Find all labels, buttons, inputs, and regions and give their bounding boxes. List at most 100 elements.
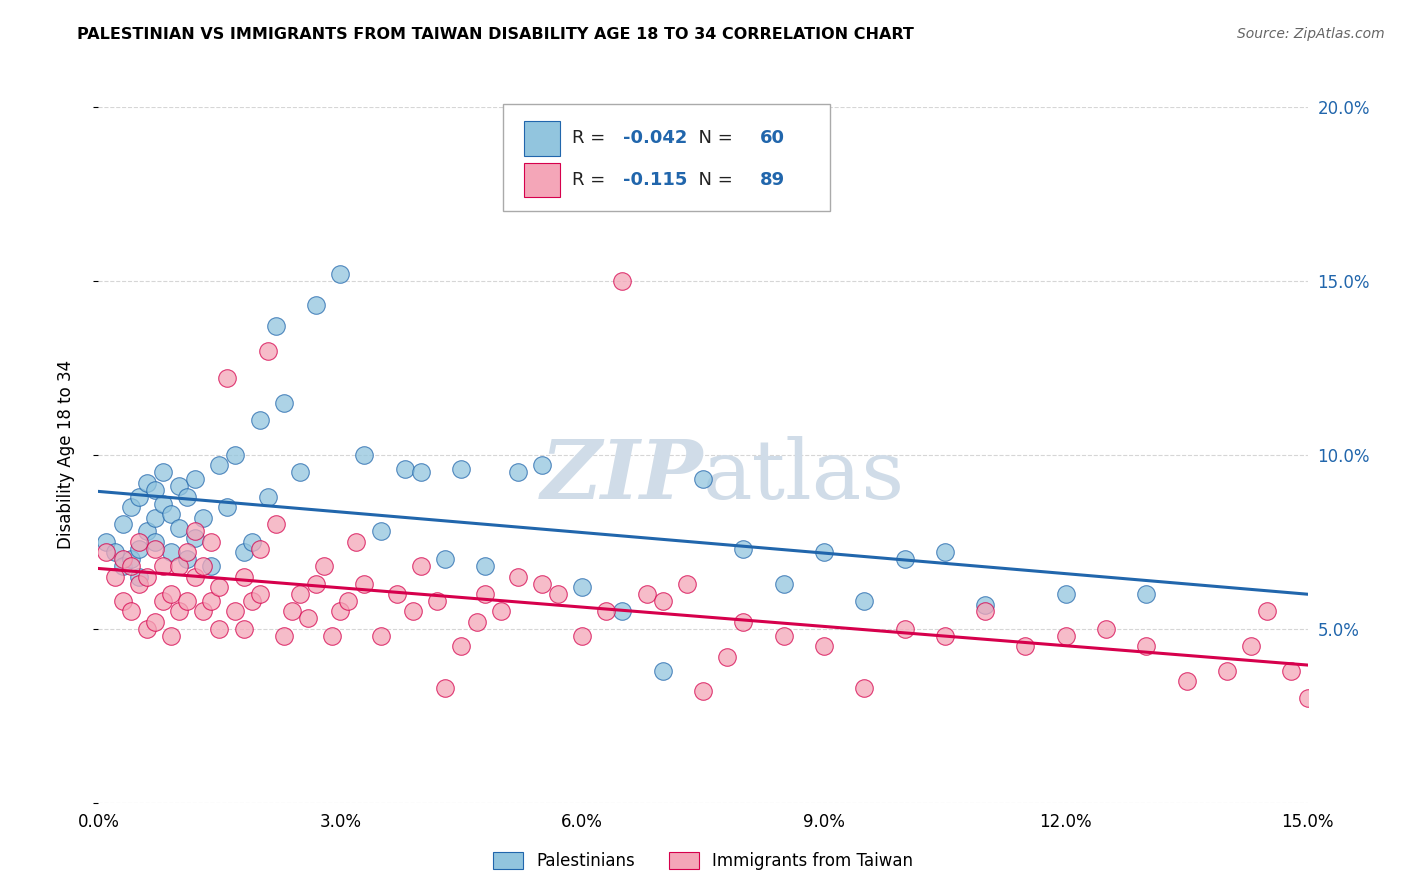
- Point: [152, 466, 174, 480]
- Point: [240, 534, 263, 549]
- Text: Source: ZipAtlas.com: Source: ZipAtlas.com: [1237, 27, 1385, 41]
- Point: [224, 448, 246, 462]
- Point: [240, 594, 263, 608]
- Point: [1095, 622, 1118, 636]
- Point: [934, 545, 956, 559]
- Point: [1175, 674, 1198, 689]
- Point: [344, 534, 367, 549]
- Point: [530, 576, 553, 591]
- Point: [1329, 708, 1351, 723]
- Point: [167, 479, 190, 493]
- Point: [305, 576, 328, 591]
- Point: [135, 475, 157, 490]
- Point: [208, 580, 231, 594]
- Point: [651, 594, 673, 608]
- Point: [273, 395, 295, 409]
- Point: [385, 587, 408, 601]
- Point: [217, 500, 239, 514]
- Point: [474, 587, 496, 601]
- Point: [167, 521, 190, 535]
- Text: 89: 89: [759, 171, 785, 189]
- Point: [135, 622, 157, 636]
- Point: [450, 639, 472, 653]
- Point: [160, 507, 183, 521]
- Point: [232, 570, 254, 584]
- Point: [128, 576, 150, 591]
- Point: [111, 552, 134, 566]
- Point: [103, 570, 125, 584]
- Point: [152, 497, 174, 511]
- Point: [208, 458, 231, 473]
- Point: [152, 594, 174, 608]
- Point: [120, 552, 142, 566]
- Text: N =: N =: [688, 171, 738, 189]
- Point: [176, 545, 198, 559]
- Point: [974, 605, 997, 619]
- Text: -0.115: -0.115: [623, 171, 688, 189]
- Point: [264, 319, 287, 334]
- Point: [651, 664, 673, 678]
- Text: ZIP: ZIP: [540, 436, 703, 516]
- Point: [1256, 605, 1278, 619]
- Text: R =: R =: [572, 129, 612, 147]
- Point: [353, 448, 375, 462]
- Point: [491, 605, 513, 619]
- Point: [273, 629, 295, 643]
- Point: [256, 490, 278, 504]
- Point: [1135, 639, 1157, 653]
- Point: [692, 684, 714, 698]
- Point: [193, 559, 215, 574]
- Point: [934, 629, 956, 643]
- Point: [193, 605, 215, 619]
- Point: [103, 545, 125, 559]
- Point: [96, 545, 118, 559]
- Point: [135, 570, 157, 584]
- Point: [1216, 664, 1239, 678]
- Point: [143, 534, 166, 549]
- Point: [184, 570, 207, 584]
- FancyBboxPatch shape: [524, 121, 561, 156]
- Point: [530, 458, 553, 473]
- Point: [111, 517, 134, 532]
- Point: [772, 629, 794, 643]
- Point: [217, 371, 239, 385]
- Point: [394, 462, 416, 476]
- Point: [329, 267, 352, 281]
- Point: [143, 483, 166, 497]
- Point: [370, 629, 392, 643]
- Point: [297, 611, 319, 625]
- Point: [1240, 639, 1263, 653]
- Point: [184, 532, 207, 546]
- Text: 60: 60: [759, 129, 785, 147]
- Text: R =: R =: [572, 171, 617, 189]
- Point: [143, 510, 166, 524]
- Point: [120, 559, 142, 574]
- Point: [853, 681, 876, 695]
- Point: [813, 545, 835, 559]
- Point: [893, 552, 915, 566]
- Point: [184, 472, 207, 486]
- Point: [676, 576, 699, 591]
- Point: [135, 524, 157, 539]
- Point: [974, 598, 997, 612]
- Point: [200, 534, 222, 549]
- Y-axis label: Disability Age 18 to 34: Disability Age 18 to 34: [56, 360, 75, 549]
- Point: [160, 545, 183, 559]
- Point: [450, 462, 472, 476]
- Point: [1296, 691, 1319, 706]
- Point: [281, 605, 304, 619]
- Point: [96, 534, 118, 549]
- Point: [733, 615, 755, 629]
- Point: [1054, 629, 1077, 643]
- Point: [111, 559, 134, 574]
- Point: [571, 580, 593, 594]
- Point: [288, 466, 311, 480]
- Point: [893, 622, 915, 636]
- Point: [426, 594, 449, 608]
- Text: atlas: atlas: [703, 436, 905, 516]
- Point: [160, 629, 183, 643]
- Point: [1320, 657, 1343, 671]
- Point: [692, 472, 714, 486]
- Point: [1135, 587, 1157, 601]
- Point: [314, 559, 336, 574]
